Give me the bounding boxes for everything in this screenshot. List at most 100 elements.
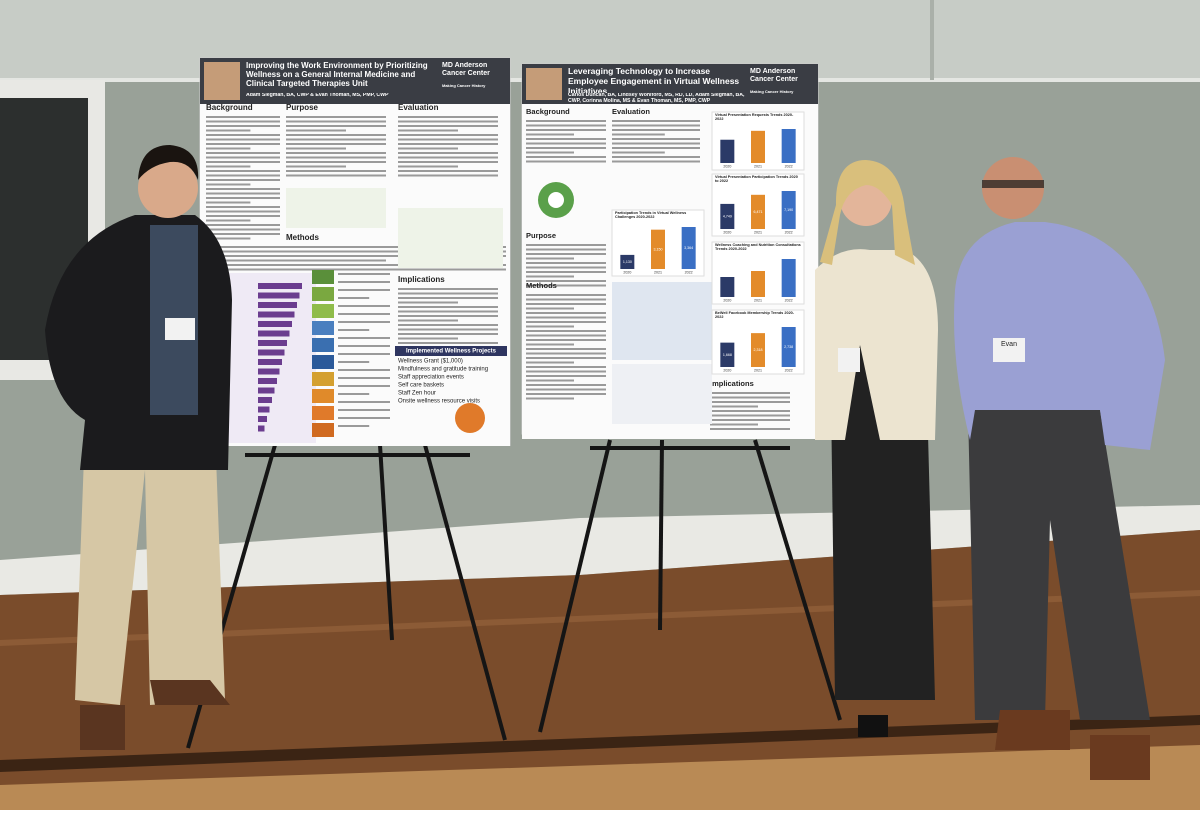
text-line xyxy=(526,248,606,251)
text-line xyxy=(206,206,280,208)
chevron xyxy=(312,423,334,437)
topic-bar xyxy=(258,340,287,346)
project-item: Self care baskets xyxy=(398,383,444,389)
text-line xyxy=(398,156,498,159)
text-line xyxy=(398,147,458,150)
bar-category: 2020 xyxy=(723,368,731,372)
text-line xyxy=(526,348,606,350)
section-heading: Evaluation xyxy=(398,103,439,112)
text-line xyxy=(398,306,498,308)
text-line xyxy=(526,284,606,287)
topic-bar xyxy=(258,378,277,384)
poster-title: Improving the Work Environment by Priori… xyxy=(246,61,428,89)
text-line xyxy=(526,151,574,154)
chart-title-box: Virtual Presentation Requests Trends 202… xyxy=(715,113,793,121)
text-line xyxy=(286,138,386,141)
topic-bar xyxy=(258,311,295,318)
text-line xyxy=(206,215,280,217)
header-photo xyxy=(204,62,240,100)
text-line xyxy=(526,262,606,264)
text-line xyxy=(206,259,386,262)
text-line xyxy=(206,129,251,132)
text-line xyxy=(338,337,390,339)
project-item: Mindfulness and gratitude training xyxy=(398,367,488,373)
bar-category: 2020 xyxy=(723,230,731,234)
text-line xyxy=(206,161,280,163)
chevron xyxy=(312,338,334,352)
chart-title-box: Virtual Presentation Participation Trend… xyxy=(715,175,798,183)
text-line xyxy=(526,294,606,296)
text-line xyxy=(206,255,506,257)
text-line xyxy=(710,428,790,430)
screenshot xyxy=(612,364,712,424)
text-line xyxy=(206,246,506,248)
poster-title-box: Improving the Work Environment by Priori… xyxy=(246,61,428,89)
text-line xyxy=(338,401,390,403)
bar xyxy=(781,259,796,297)
text-line xyxy=(206,174,280,177)
bar-category: 2022 xyxy=(685,270,693,274)
text-line xyxy=(206,219,251,222)
bar xyxy=(751,333,765,367)
poster-header xyxy=(522,64,818,104)
section-heading: Purpose xyxy=(526,231,556,240)
text-line xyxy=(206,197,280,199)
text-line xyxy=(526,257,574,260)
text-line xyxy=(206,183,251,186)
badge-name: Evan xyxy=(1001,341,1017,348)
text-line xyxy=(206,143,280,145)
poster-left: Improving the Work Environment by Priori… xyxy=(199,57,511,446)
text-line xyxy=(526,307,574,310)
text-line xyxy=(398,152,498,154)
bar-value-label: 3,364 xyxy=(684,246,693,250)
bar-category: 2021 xyxy=(654,270,662,274)
text-line xyxy=(338,425,370,427)
bar-value-label: 2,738 xyxy=(784,345,793,349)
poster-title-box: Leveraging Technology to Increase Employ… xyxy=(568,67,739,93)
text-line xyxy=(286,161,386,163)
poster-authors-box: Carlos Duncan, BA, Lindsey Wohlford, MS,… xyxy=(568,93,744,104)
text-line xyxy=(526,339,606,341)
text-line xyxy=(206,264,506,266)
bar-category: 2021 xyxy=(754,298,762,302)
text-line xyxy=(526,133,574,136)
text-line xyxy=(286,143,386,145)
section-heading: Purpose xyxy=(286,103,319,112)
text-line xyxy=(206,165,251,168)
text-line xyxy=(612,129,700,131)
bar-category: 2021 xyxy=(754,164,762,168)
bar xyxy=(681,227,696,269)
bar xyxy=(720,277,735,297)
text-line xyxy=(526,312,606,314)
text-line xyxy=(526,343,574,346)
bar-category: 2020 xyxy=(723,164,731,168)
topic-bar xyxy=(258,302,297,308)
bar-category: 2022 xyxy=(785,230,793,234)
text-line xyxy=(206,147,251,150)
bar xyxy=(781,129,796,163)
text-line xyxy=(526,388,606,391)
poster-authors: Adam Siegman, BA, CWP & Evan Thoman, MS,… xyxy=(246,93,389,98)
text-line xyxy=(206,188,280,190)
text-line xyxy=(338,297,370,299)
bar-value-label: 2,318 xyxy=(754,348,763,352)
chevron xyxy=(312,355,334,369)
floor-light xyxy=(0,745,1200,810)
text-line xyxy=(206,134,280,136)
text-line xyxy=(206,192,280,195)
text-line xyxy=(206,125,280,127)
text-line xyxy=(286,152,386,154)
text-line xyxy=(526,366,606,368)
chevron xyxy=(312,372,334,386)
bar-category: 2020 xyxy=(623,270,631,274)
text-line xyxy=(612,147,700,149)
floor-stripe xyxy=(0,715,1200,772)
chart-title: Wellness Coaching and Nutrition Consulta… xyxy=(715,243,801,252)
text-line xyxy=(338,393,370,395)
easels xyxy=(186,439,842,749)
text-line xyxy=(338,273,390,275)
text-line xyxy=(526,375,606,377)
bar xyxy=(751,271,765,297)
chevron xyxy=(312,270,334,284)
